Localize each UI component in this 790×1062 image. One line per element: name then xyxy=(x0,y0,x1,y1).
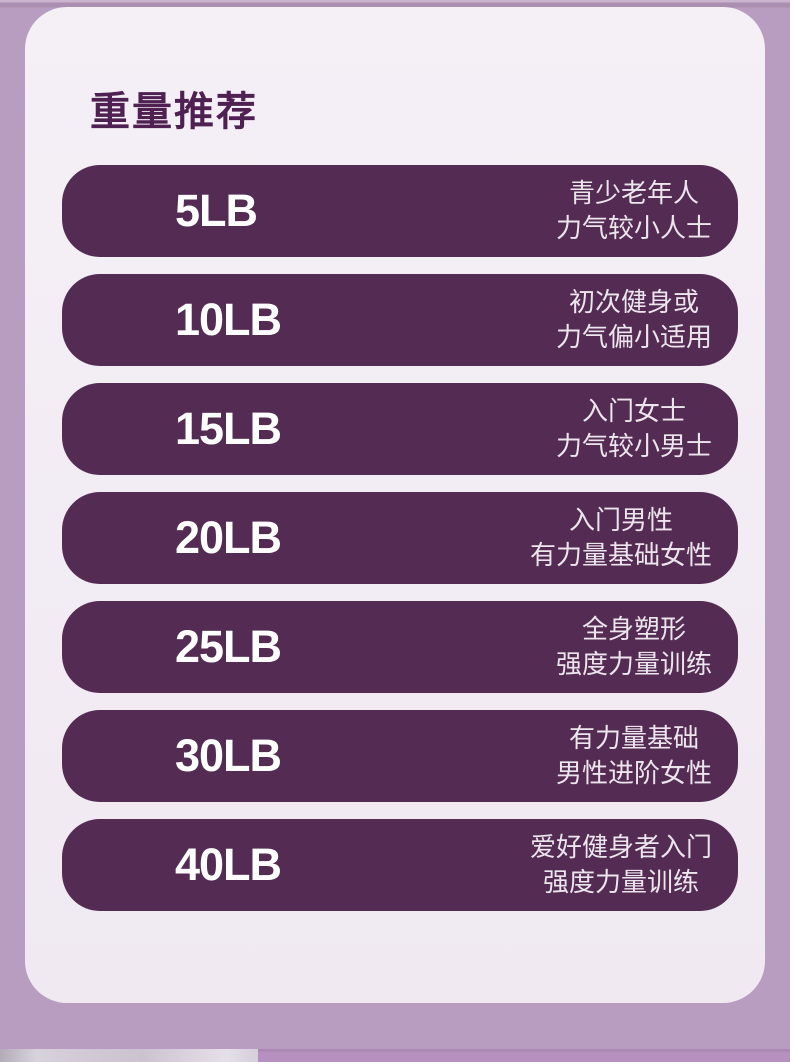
weight-label: 15LB xyxy=(175,403,282,454)
weight-row-10lb: 10LB 初次健身或力气偏小适用 xyxy=(62,274,738,366)
desc-line-2: 力气偏小适用 xyxy=(555,322,712,352)
desc-line-2: 有力量基础女性 xyxy=(529,540,712,570)
weight-label: 30LB xyxy=(175,730,282,781)
desc-line-2: 力气较小男士 xyxy=(555,431,712,461)
desc-line-2: 强度力量训练 xyxy=(555,649,712,679)
desc-line-2: 男性进阶女性 xyxy=(555,758,712,788)
weight-label: 40LB xyxy=(175,839,282,890)
next-section-photo-fragment xyxy=(0,1049,258,1062)
section-title: 重量推荐 xyxy=(90,90,258,134)
desc-line-1: 爱好健身者入门 xyxy=(529,832,712,862)
desc-line-1: 青少老年人 xyxy=(568,178,699,208)
weight-row-30lb: 30LB 有力量基础男性进阶女性 xyxy=(62,710,738,802)
desc-line-1: 有力量基础 xyxy=(568,723,699,753)
next-section-edge xyxy=(0,1049,790,1062)
desc-line-2: 强度力量训练 xyxy=(542,867,699,897)
desc-line-1: 入门女士 xyxy=(581,396,686,426)
weight-label: 25LB xyxy=(175,621,282,672)
background-top-band xyxy=(0,0,790,8)
weight-row-40lb: 40LB 爱好健身者入门 强度力量训练 xyxy=(62,819,738,911)
weight-description: 爱好健身者入门 强度力量训练 xyxy=(530,830,738,900)
weight-description: 全身塑形强度力量训练 xyxy=(556,612,738,682)
weight-description: 有力量基础男性进阶女性 xyxy=(556,721,738,791)
weight-description: 初次健身或力气偏小适用 xyxy=(556,285,738,355)
desc-line-1: 初次健身或 xyxy=(568,287,699,317)
weight-label: 20LB xyxy=(175,512,282,563)
desc-line-2: 力气较小人士 xyxy=(555,213,712,243)
weight-description: 入门女士力气较小男士 xyxy=(556,394,738,464)
desc-line-1: 入门男性 xyxy=(568,505,673,535)
weight-description: 青少老年人力气较小人士 xyxy=(556,176,738,246)
weight-label: 5LB xyxy=(175,185,258,236)
desc-line-1: 全身塑形 xyxy=(581,614,686,644)
weight-recommendation-list: 5LB 青少老年人力气较小人士 10LB 初次健身或力气偏小适用 15LB 入门… xyxy=(62,165,738,911)
weight-row-25lb: 25LB 全身塑形强度力量训练 xyxy=(62,601,738,693)
weight-row-20lb: 20LB 入门男性有力量基础女性 xyxy=(62,492,738,584)
weight-description: 入门男性有力量基础女性 xyxy=(530,503,738,573)
weight-row-5lb: 5LB 青少老年人力气较小人士 xyxy=(62,165,738,257)
weight-label: 10LB xyxy=(175,294,282,345)
next-section-background-fragment xyxy=(258,1049,790,1062)
weight-row-15lb: 15LB 入门女士力气较小男士 xyxy=(62,383,738,475)
recommendation-card: 重量推荐 5LB 青少老年人力气较小人士 10LB 初次健身或力气偏小适用 15… xyxy=(25,7,765,1003)
